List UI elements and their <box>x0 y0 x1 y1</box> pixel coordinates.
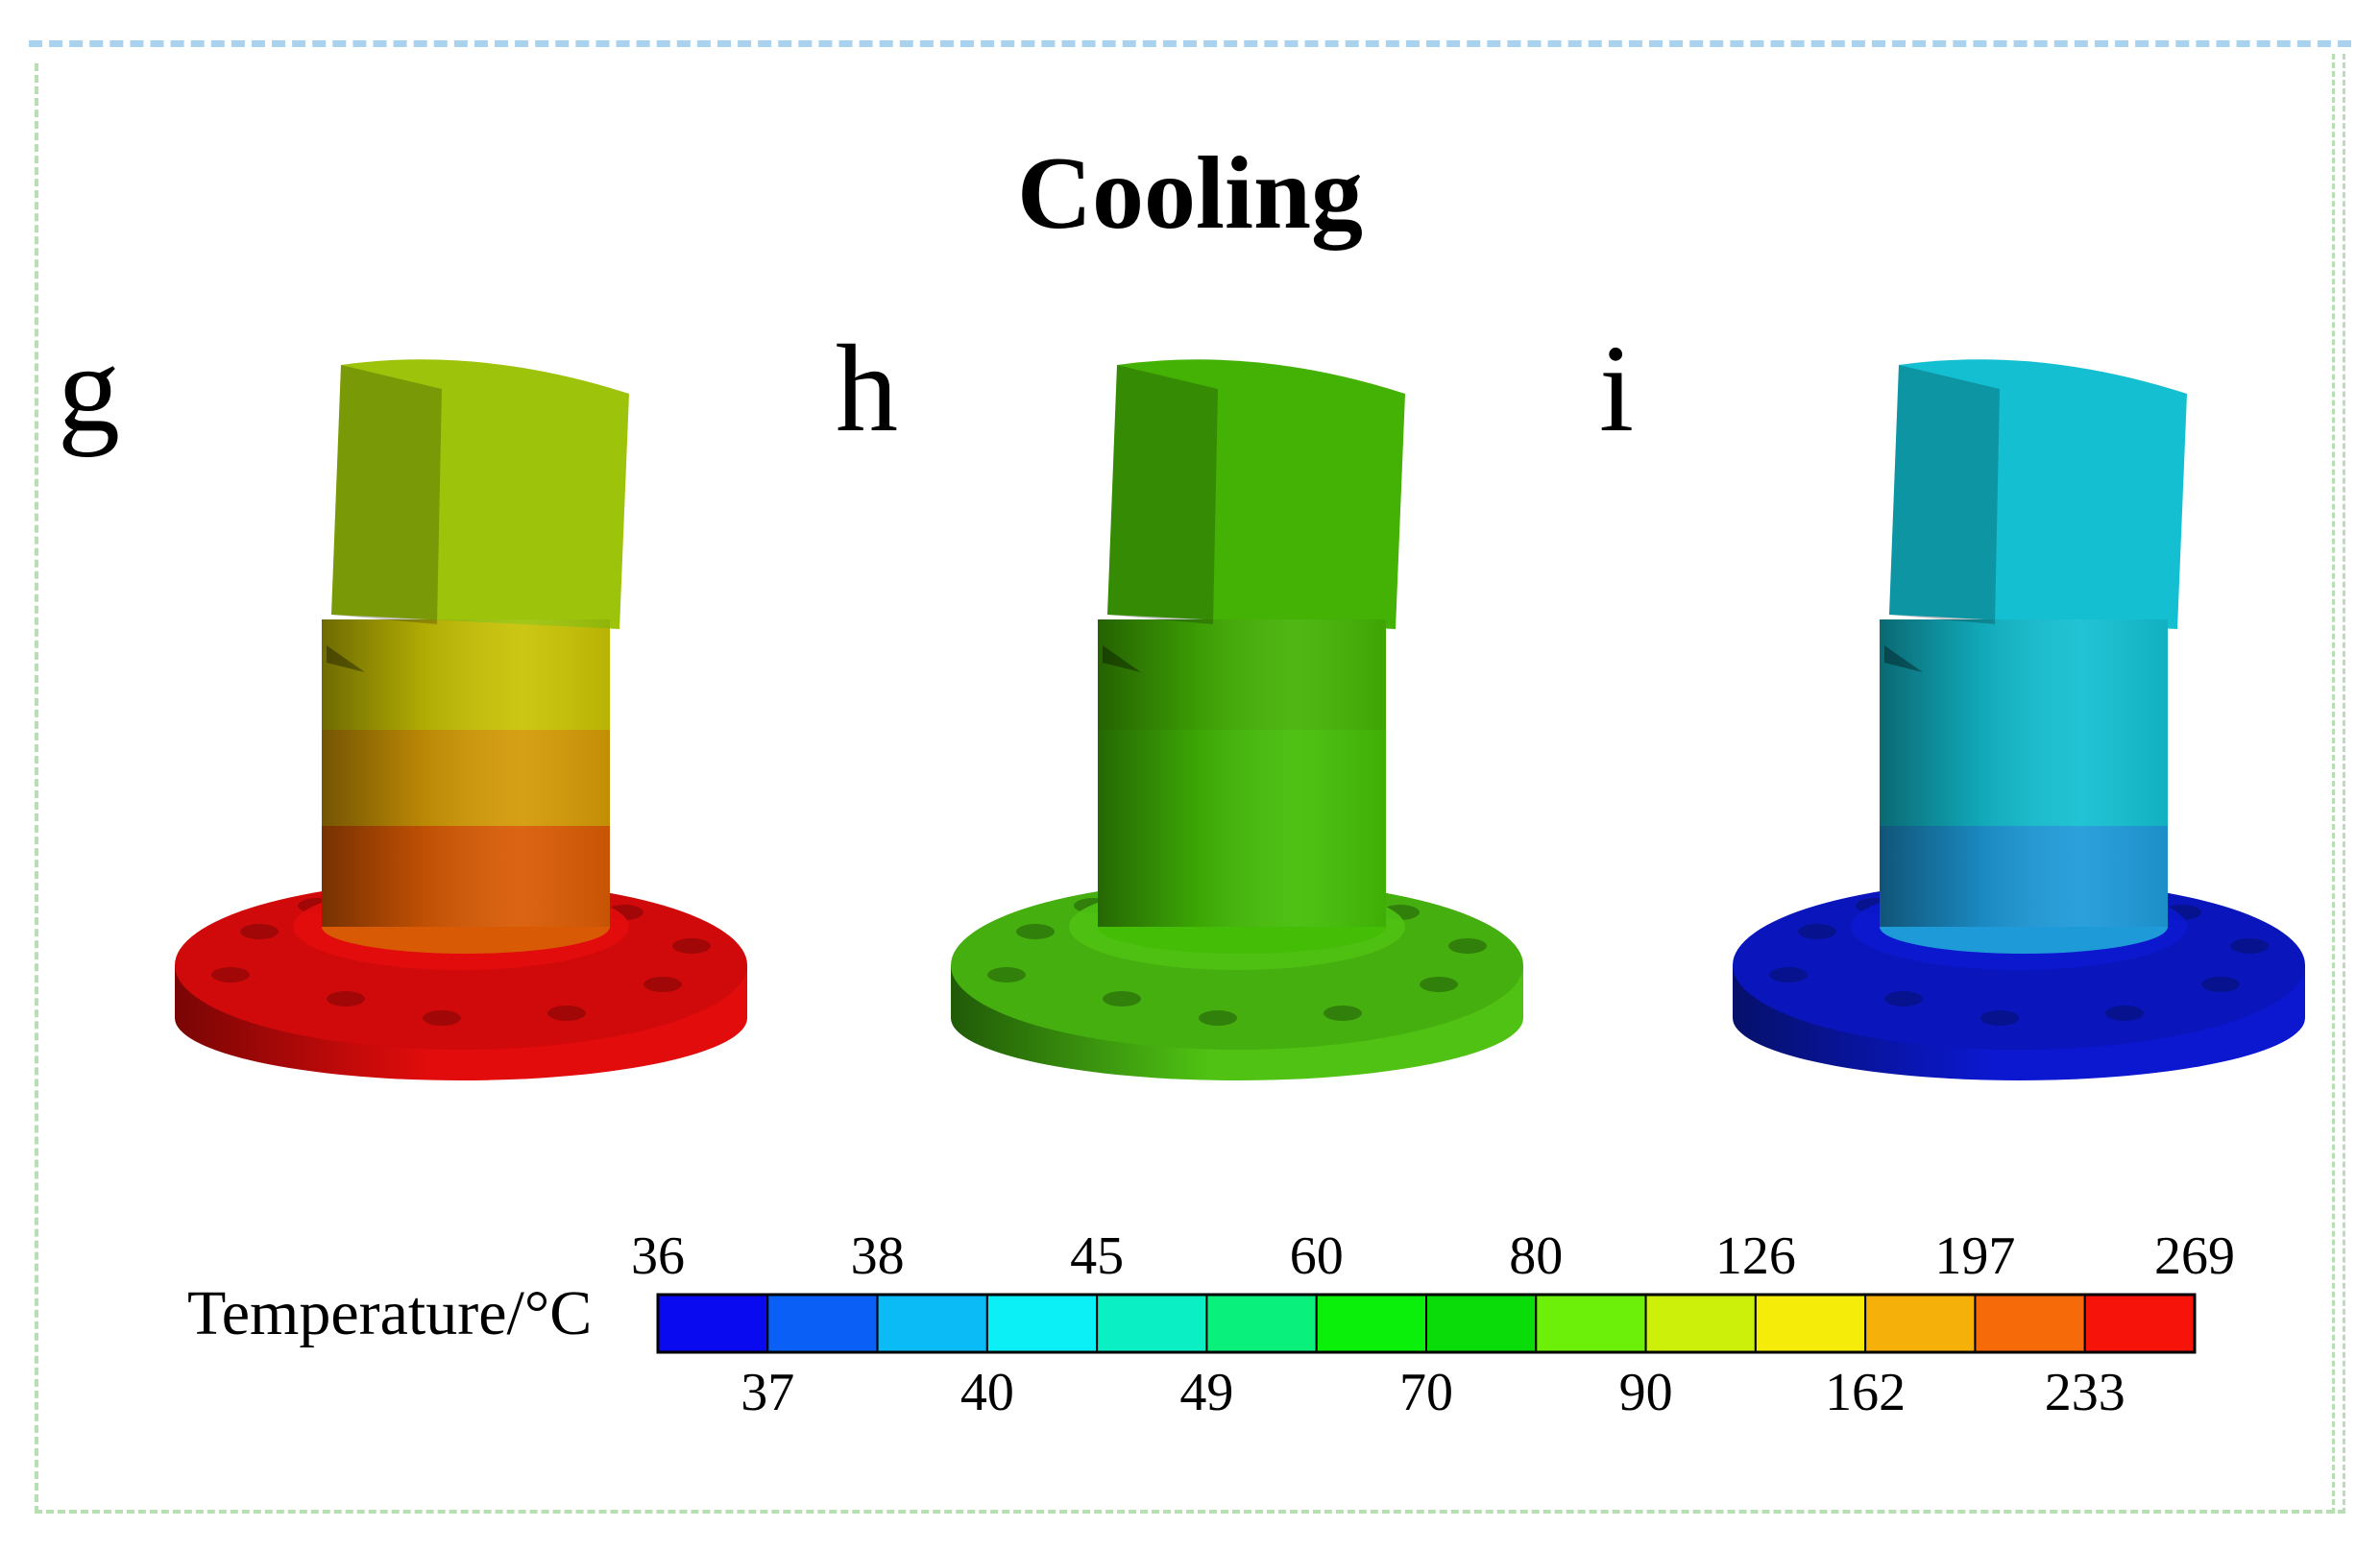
figure-title: Cooling <box>1016 136 1364 251</box>
colorbar-tick-top: 36 <box>631 1226 685 1286</box>
colorbar-tick-top: 126 <box>1714 1226 1796 1286</box>
shaft-notch <box>327 645 365 672</box>
bolt-hole <box>327 991 365 1006</box>
bolt-hole <box>644 977 682 992</box>
colorbar-segment <box>876 1294 988 1353</box>
bolt-hole <box>1103 991 1141 1006</box>
colorbar-segment <box>657 1294 769 1353</box>
frame-right-border <box>2332 54 2345 1514</box>
shaft-cap-side <box>331 365 629 629</box>
colorbar-segment <box>1535 1294 1647 1353</box>
cylinder-shade <box>322 619 610 927</box>
bolt-hole <box>547 1006 586 1021</box>
part-render-g <box>175 359 747 1080</box>
bolt-hole <box>2105 1006 2144 1021</box>
colorbar-segment <box>1425 1294 1538 1353</box>
shaft-cap-top <box>1117 359 1405 396</box>
bolt-hole <box>2230 938 2269 954</box>
temperature-colorbar <box>656 1293 2197 1354</box>
shaft-cap-shade <box>1889 365 2000 624</box>
frame-top-border <box>29 40 2351 47</box>
colorbar-tick-top: 197 <box>1934 1226 2016 1286</box>
bolt-hole <box>1769 967 1808 982</box>
bolt-hole <box>987 967 1026 982</box>
bolt-hole <box>211 967 250 982</box>
bolt-hole <box>1420 977 1458 992</box>
colorbar-tick-bottom: 90 <box>1618 1363 1673 1422</box>
colorbar-tick-bottom: 233 <box>2044 1363 2125 1422</box>
bolt-hole <box>1884 991 1923 1006</box>
frame-bottom-border <box>35 1510 2345 1514</box>
bolt-hole <box>1016 924 1055 939</box>
colorbar-segment <box>1205 1294 1318 1353</box>
shaft-cap-top <box>1899 359 2187 396</box>
shaft-cap-side <box>1889 365 2187 629</box>
bolt-hole <box>672 938 711 954</box>
panel-label-i: i <box>1599 320 1635 458</box>
colorbar-segment <box>766 1294 879 1353</box>
part-render-i <box>1733 359 2305 1080</box>
bolt-hole <box>1199 1010 1237 1026</box>
colorbar-tick-top: 45 <box>1070 1226 1125 1286</box>
panel-label-g: g <box>58 320 120 458</box>
colorbar-tick-bottom: 162 <box>1825 1363 1906 1422</box>
part-render-h <box>951 359 1523 1080</box>
panel-label-h: h <box>836 320 898 458</box>
colorbar-segment <box>1974 1294 2086 1353</box>
bolt-hole <box>240 924 279 939</box>
shaft-cap-shade <box>1107 365 1218 624</box>
shaft-cap-shade <box>331 365 442 624</box>
colorbar-segment <box>1315 1294 1427 1353</box>
shaft-notch <box>1884 645 1923 672</box>
colorbar-tick-top: 269 <box>2154 1226 2235 1286</box>
colorbar-title: Temperature/°C <box>187 1278 593 1348</box>
bolt-hole <box>423 1010 461 1026</box>
colorbar-segment <box>1754 1294 1867 1353</box>
bolt-hole <box>1324 1006 1362 1021</box>
colorbar-segment <box>985 1294 1099 1353</box>
frame-left-border <box>35 63 38 1514</box>
colorbar-tick-bottom: 40 <box>959 1363 1014 1422</box>
colorbar-tick-bottom: 70 <box>1399 1363 1453 1422</box>
colorbar-outline <box>656 1293 2197 1354</box>
bolt-hole <box>1980 1010 2019 1026</box>
cylinder-shade <box>1098 619 1386 927</box>
cylinder-shade <box>1880 619 2168 927</box>
bolt-hole <box>2201 977 2240 992</box>
colorbar-segment <box>2083 1294 2197 1353</box>
colorbar-segment <box>1864 1294 1977 1353</box>
colorbar-tick-top: 38 <box>850 1226 905 1286</box>
colorbar-tick-bottom: 37 <box>741 1363 795 1422</box>
colorbar-segment <box>1096 1294 1208 1353</box>
colorbar-tick-top: 60 <box>1289 1226 1344 1286</box>
shaft-cap-side <box>1107 365 1405 629</box>
colorbar-tick-top: 80 <box>1509 1226 1564 1286</box>
bolt-hole <box>1448 938 1487 954</box>
shaft-cap-top <box>341 359 629 396</box>
colorbar-segment <box>1644 1294 1757 1353</box>
colorbar-tick-bottom: 49 <box>1179 1363 1234 1422</box>
shaft-notch <box>1103 645 1141 672</box>
bolt-hole <box>1798 924 1836 939</box>
